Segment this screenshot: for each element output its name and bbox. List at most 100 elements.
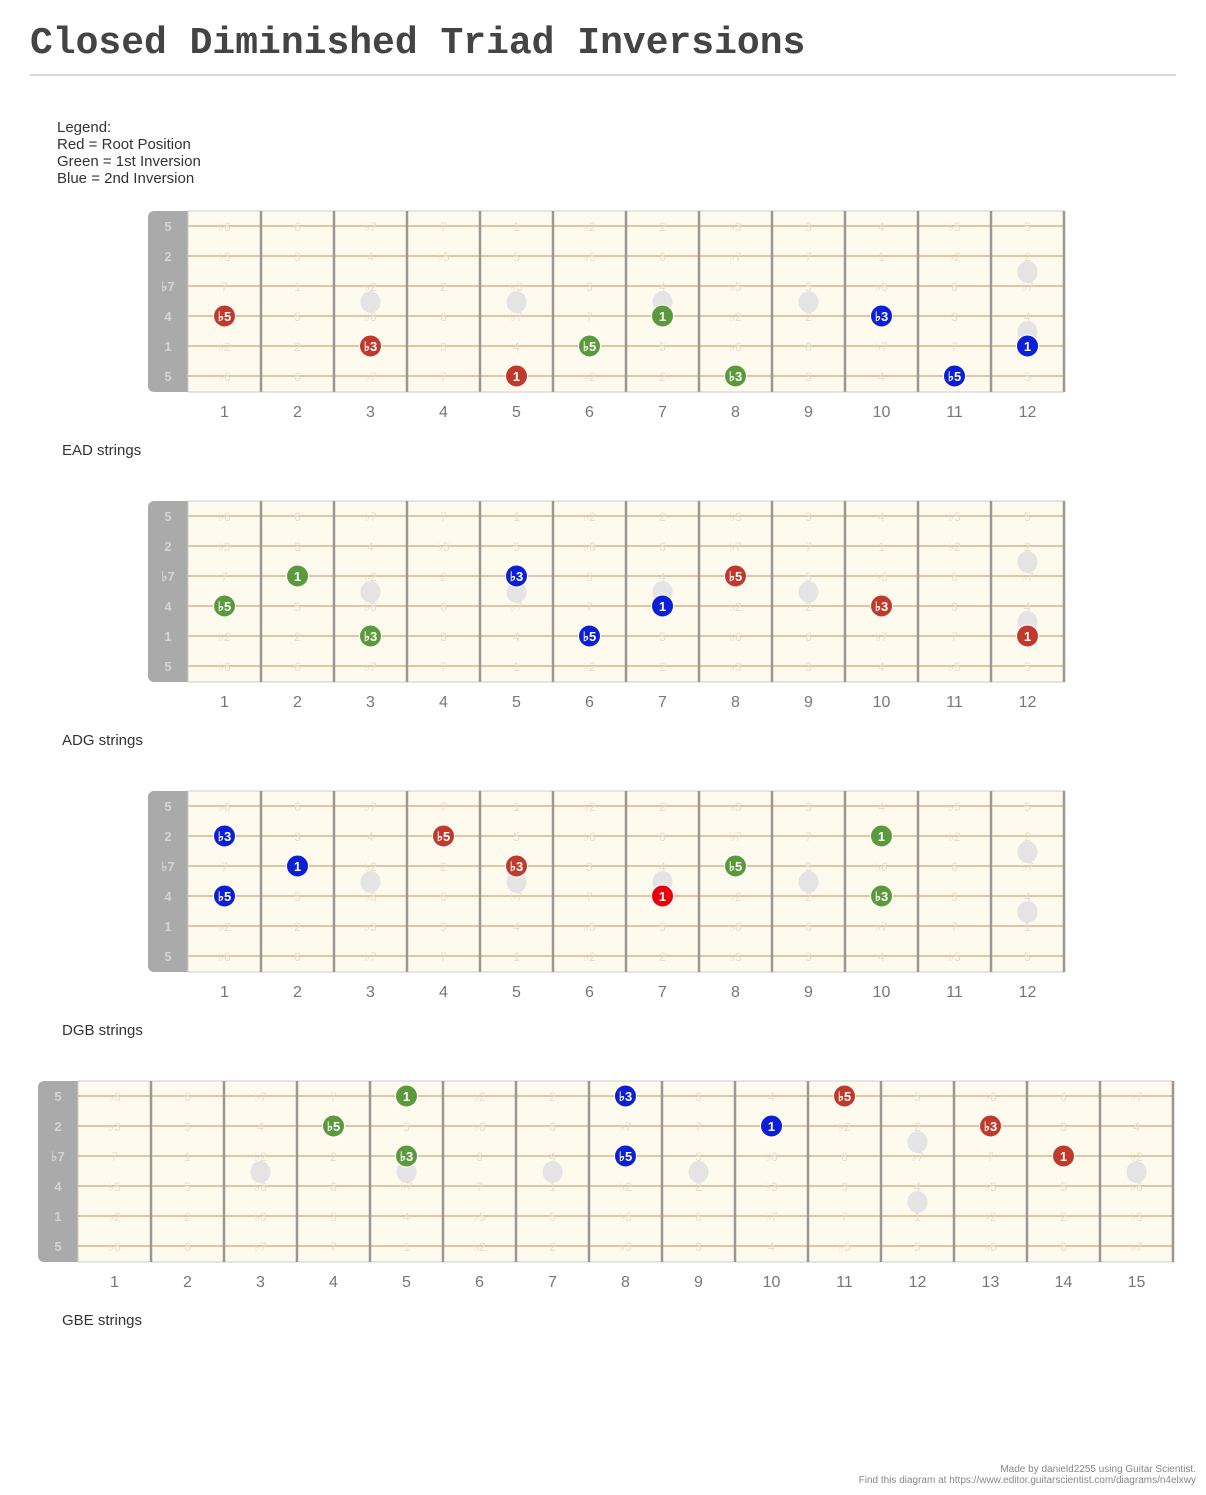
fret-interval-hint: 1 (294, 280, 301, 294)
note-label: 1 (513, 369, 520, 384)
fret-interval-hint: 6 (951, 860, 958, 874)
fret-interval-hint: ♭2 (948, 540, 961, 554)
note-dot (213, 594, 236, 618)
note-label: ♭5 (327, 1119, 340, 1134)
fret-number: 10 (763, 1274, 781, 1291)
fret-number: 10 (873, 694, 891, 711)
fret-interval-hint: 7 (805, 830, 812, 844)
string-interval-label: 1 (164, 919, 171, 934)
fret-interval-hint: 3 (184, 1120, 191, 1134)
diagram-caption-4: GBE strings (62, 1312, 143, 1329)
string-interval-label: ♭7 (161, 569, 174, 584)
note-marker: ♭3 (505, 854, 528, 878)
note-marker: 1 (1016, 624, 1039, 648)
note-marker: ♭5 (943, 364, 966, 388)
fret-number: 9 (804, 984, 813, 1001)
fret-interval-hint: 5 (1024, 220, 1031, 234)
fret-interval-hint: ♭7 (1021, 570, 1034, 584)
fret-interval-hint: 4 (513, 920, 520, 934)
string-interval-label: 1 (164, 629, 171, 644)
fret-interval-hint: ♭3 (254, 1210, 267, 1224)
fret-interval-hint: ♭2 (583, 370, 596, 384)
note-label: 1 (768, 1119, 775, 1134)
fret-number: 3 (256, 1274, 265, 1291)
note-marker: ♭5 (213, 304, 236, 328)
fret-inlay-dot (907, 1191, 928, 1213)
fret-interval-hint: ♭6 (619, 1210, 632, 1224)
note-label: 1 (659, 599, 666, 614)
fret-number: 4 (439, 404, 448, 421)
fret-interval-hint: 5 (513, 540, 520, 554)
fret-interval-hint: 6 (659, 830, 666, 844)
fret-interval-hint: ♭6 (364, 310, 377, 324)
fret-interval-hint: 5 (1024, 950, 1031, 964)
fret-interval-hint: 1 (878, 250, 885, 264)
fret-number: 4 (439, 984, 448, 1001)
fret-interval-hint: ♭2 (364, 860, 377, 874)
fret-interval-hint: 4 (878, 800, 885, 814)
string-interval-label: 2 (164, 539, 171, 554)
fret-interval-hint: ♭7 (1021, 860, 1034, 874)
fret-number: 12 (1019, 984, 1037, 1001)
note-label: ♭3 (875, 889, 888, 904)
fretboard-3: 5 2 ♭7 4 1 5 ♭6 6 ♭7 7 1 ♭2 2 ♭3 3 4 ♭5 5 ♭3 3 4 ♭5 5 ♭6 6 ♭7 7 1 ♭2… (148, 790, 1066, 1001)
fret-interval-hint: ♭3 (364, 920, 377, 934)
string-interval-label: 1 (54, 1209, 61, 1224)
fret-inlay-dot (1017, 841, 1038, 863)
note-label: ♭3 (875, 599, 888, 614)
note-dot (651, 884, 674, 908)
fret-inlay-dot (360, 581, 381, 603)
fret-interval-hint: 5 (805, 280, 812, 294)
fret-interval-hint: 7 (951, 340, 958, 354)
fret-interval-hint: ♭5 (948, 220, 961, 234)
fret-interval-hint: 5 (184, 1180, 191, 1194)
string-interval-label: 2 (164, 249, 171, 264)
note-dot (651, 594, 674, 618)
fret-interval-hint: 2 (695, 1180, 702, 1194)
fret-interval-hint: 4 (659, 570, 666, 584)
nut (148, 501, 194, 682)
note-dot (213, 304, 236, 328)
fret-interval-hint: ♭6 (218, 950, 231, 964)
note-label: ♭3 (619, 1089, 632, 1104)
fret-interval-hint: 1 (513, 660, 520, 674)
fret-interval-hint: 1 (403, 1240, 410, 1254)
fret-interval-hint: 4 (914, 1180, 921, 1194)
fret-number: 2 (293, 984, 302, 1001)
fret-interval-hint: 3 (440, 340, 447, 354)
fret-number: 3 (366, 694, 375, 711)
note-marker: ♭3 (870, 594, 893, 618)
fret-inlay-dot (542, 1161, 563, 1183)
note-label: ♭5 (729, 569, 742, 584)
fret-interval-hint: 2 (659, 800, 666, 814)
note-label: 1 (1060, 1149, 1067, 1164)
note-marker: ♭3 (870, 884, 893, 908)
fret-interval-hint: ♭2 (619, 1180, 632, 1194)
fret-interval-hint: 4 (878, 950, 885, 964)
fret-interval-hint: 3 (294, 830, 301, 844)
fret-interval-hint: 4 (659, 860, 666, 874)
fret-interval-hint: ♭7 (510, 600, 523, 614)
footer-link: Find this diagram at https://www.editor.… (858, 1475, 1196, 1486)
fret-number: 9 (804, 694, 813, 711)
fret-interval-hint: ♭7 (364, 510, 377, 524)
fret-interval-hint: ♭6 (218, 800, 231, 814)
note-marker: 1 (651, 884, 674, 908)
fret-interval-hint: 3 (951, 890, 958, 904)
fret-interval-hint: 7 (805, 540, 812, 554)
fret-interval-hint: ♭2 (218, 340, 231, 354)
fret-interval-hint: 6 (330, 1180, 337, 1194)
fret-interval-hint: ♭7 (619, 1120, 632, 1134)
fret-interval-hint: 2 (330, 1150, 337, 1164)
fret-interval-hint: ♭6 (765, 1150, 778, 1164)
string-interval-label: ♭7 (51, 1149, 64, 1164)
note-marker: 1 (1052, 1144, 1075, 1168)
fret-interval-hint: 4 (878, 220, 885, 234)
fret-interval-hint: 1 (513, 800, 520, 814)
fret-interval-hint: ♭6 (875, 570, 888, 584)
note-dot (614, 1144, 637, 1168)
fret-interval-hint: 3 (586, 860, 593, 874)
fret-interval-hint: ♭6 (583, 830, 596, 844)
note-label: 1 (878, 829, 885, 844)
fret-interval-hint: 6 (440, 890, 447, 904)
